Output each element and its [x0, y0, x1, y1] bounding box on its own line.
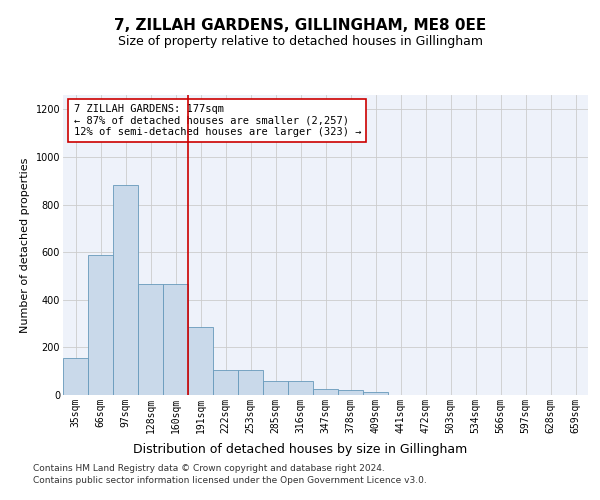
Bar	[63, 358, 88, 395]
Bar	[363, 392, 388, 395]
Bar	[338, 390, 363, 395]
Bar	[288, 380, 313, 395]
Y-axis label: Number of detached properties: Number of detached properties	[20, 158, 30, 332]
Text: Size of property relative to detached houses in Gillingham: Size of property relative to detached ho…	[118, 35, 482, 48]
Bar	[213, 370, 238, 395]
Text: Contains HM Land Registry data © Crown copyright and database right 2024.
Contai: Contains HM Land Registry data © Crown c…	[33, 464, 427, 485]
Bar	[113, 186, 138, 395]
Bar	[313, 389, 338, 395]
Bar	[263, 380, 288, 395]
Bar	[163, 284, 188, 395]
Text: Distribution of detached houses by size in Gillingham: Distribution of detached houses by size …	[133, 442, 467, 456]
Text: 7 ZILLAH GARDENS: 177sqm
← 87% of detached houses are smaller (2,257)
12% of sem: 7 ZILLAH GARDENS: 177sqm ← 87% of detach…	[74, 104, 361, 137]
Bar	[188, 327, 213, 395]
Bar	[238, 370, 263, 395]
Bar	[138, 284, 163, 395]
Text: 7, ZILLAH GARDENS, GILLINGHAM, ME8 0EE: 7, ZILLAH GARDENS, GILLINGHAM, ME8 0EE	[114, 18, 486, 32]
Bar	[88, 254, 113, 395]
